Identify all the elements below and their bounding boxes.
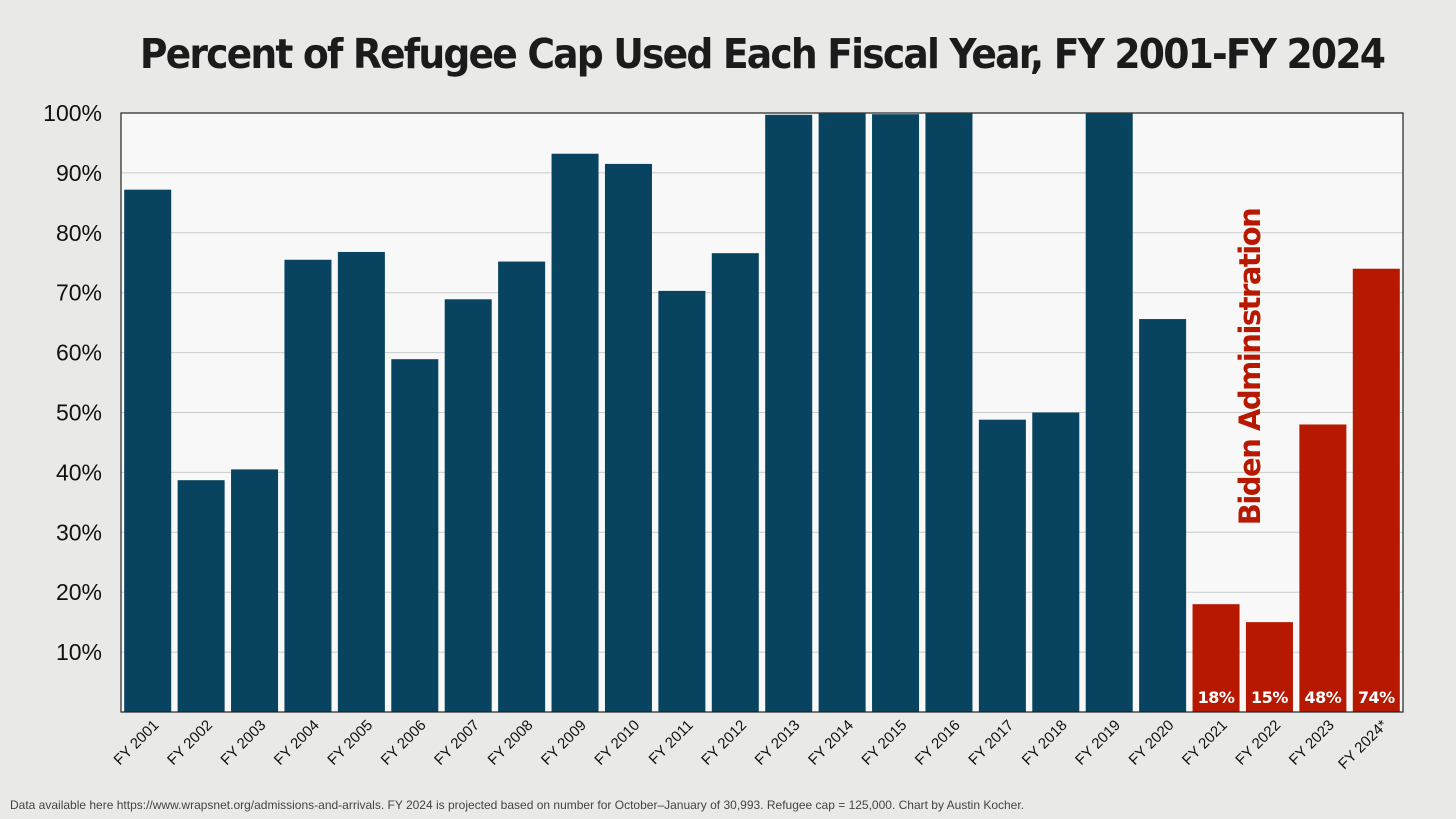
- x-tick-label: FY 2017: [965, 717, 1017, 769]
- x-tick-label: FY 2021: [1179, 717, 1231, 769]
- x-tick-label: FY 2006: [378, 717, 430, 769]
- x-tick-label: FY 2016: [912, 717, 964, 769]
- bar: [925, 113, 973, 712]
- bar: [231, 469, 279, 712]
- chart-title: Percent of Refugee Cap Used Each Fiscal …: [139, 30, 1386, 78]
- y-tick-label: 90%: [56, 160, 102, 186]
- x-tick-label: FY 2003: [217, 717, 269, 769]
- x-tick-label: FY 2012: [698, 717, 750, 769]
- x-tick-label: FY 2015: [858, 717, 910, 769]
- data-label: 18%: [1198, 688, 1235, 707]
- x-tick-label: FY 2023: [1286, 717, 1338, 769]
- bar: [1299, 424, 1347, 712]
- x-tick-label: FY 2022: [1232, 717, 1284, 769]
- x-tick-label: FY 2024*: [1335, 717, 1391, 773]
- x-tick-label: FY 2020: [1126, 717, 1178, 769]
- x-tick-label: FY 2010: [591, 717, 643, 769]
- x-tick-label: FY 2004: [271, 717, 323, 769]
- bar: [872, 114, 920, 712]
- bar: [978, 419, 1026, 712]
- bar: [337, 251, 385, 712]
- bar: [1352, 268, 1400, 712]
- bar: [1032, 412, 1080, 712]
- bar: [498, 261, 546, 712]
- bar: [551, 153, 599, 712]
- footnote: Data available here https://www.wrapsnet…: [10, 798, 1025, 812]
- y-tick-label: 30%: [56, 519, 102, 545]
- data-label: 74%: [1358, 688, 1395, 707]
- x-tick-label: FY 2002: [164, 717, 216, 769]
- x-tick-label: FY 2018: [1019, 717, 1071, 769]
- x-tick-label: FY 2011: [646, 717, 697, 768]
- annotations: Biden Administration: [1233, 209, 1267, 526]
- y-tick-label: 70%: [56, 280, 102, 306]
- bar: [604, 163, 652, 713]
- y-tick-label: 100%: [43, 100, 102, 126]
- bar: [1139, 319, 1187, 712]
- x-axis-ticks: FY 2001 FY 2002 FY 2003 FY 2004 FY 2005 FY 20…: [111, 717, 1392, 773]
- y-tick-label: 60%: [56, 340, 102, 366]
- data-labels: 18% 15% 48% 74%: [1198, 688, 1396, 707]
- y-tick-label: 40%: [56, 459, 102, 485]
- bar: [124, 189, 172, 712]
- x-tick-label: FY 2019: [1072, 717, 1124, 769]
- x-tick-label: FY 2008: [485, 717, 537, 769]
- bar: [177, 480, 225, 712]
- bar: [391, 359, 439, 712]
- y-tick-label: 10%: [56, 639, 102, 665]
- x-tick-label: FY 2001: [111, 717, 163, 769]
- plot-frame: [120, 112, 1404, 713]
- x-tick-label: FY 2013: [752, 717, 804, 769]
- bar: [1245, 622, 1293, 712]
- x-tick-label: FY 2009: [538, 717, 590, 769]
- grid-lines: [121, 112, 1403, 653]
- y-tick-label: 50%: [56, 400, 102, 426]
- y-tick-label: 20%: [56, 579, 102, 605]
- annotation-biden-administration: Biden Administration: [1233, 209, 1267, 526]
- bar: [765, 114, 813, 712]
- y-tick-label: 80%: [56, 220, 102, 246]
- data-label: 15%: [1251, 688, 1288, 707]
- bar: [444, 299, 492, 712]
- bar: [1085, 113, 1133, 712]
- x-tick-label: FY 2014: [805, 717, 857, 769]
- bar: [284, 259, 332, 712]
- bar: [818, 113, 866, 712]
- bar: [658, 290, 706, 712]
- x-tick-label: FY 2007: [431, 717, 483, 769]
- bars: [124, 113, 1400, 713]
- bar: [711, 253, 759, 712]
- x-tick-label: FY 2005: [324, 717, 376, 769]
- data-label: 48%: [1304, 688, 1341, 707]
- y-axis-ticks: 10% 20% 30% 40% 50% 60% 70% 80% 90% 100%: [43, 100, 102, 665]
- bar: [1192, 604, 1240, 712]
